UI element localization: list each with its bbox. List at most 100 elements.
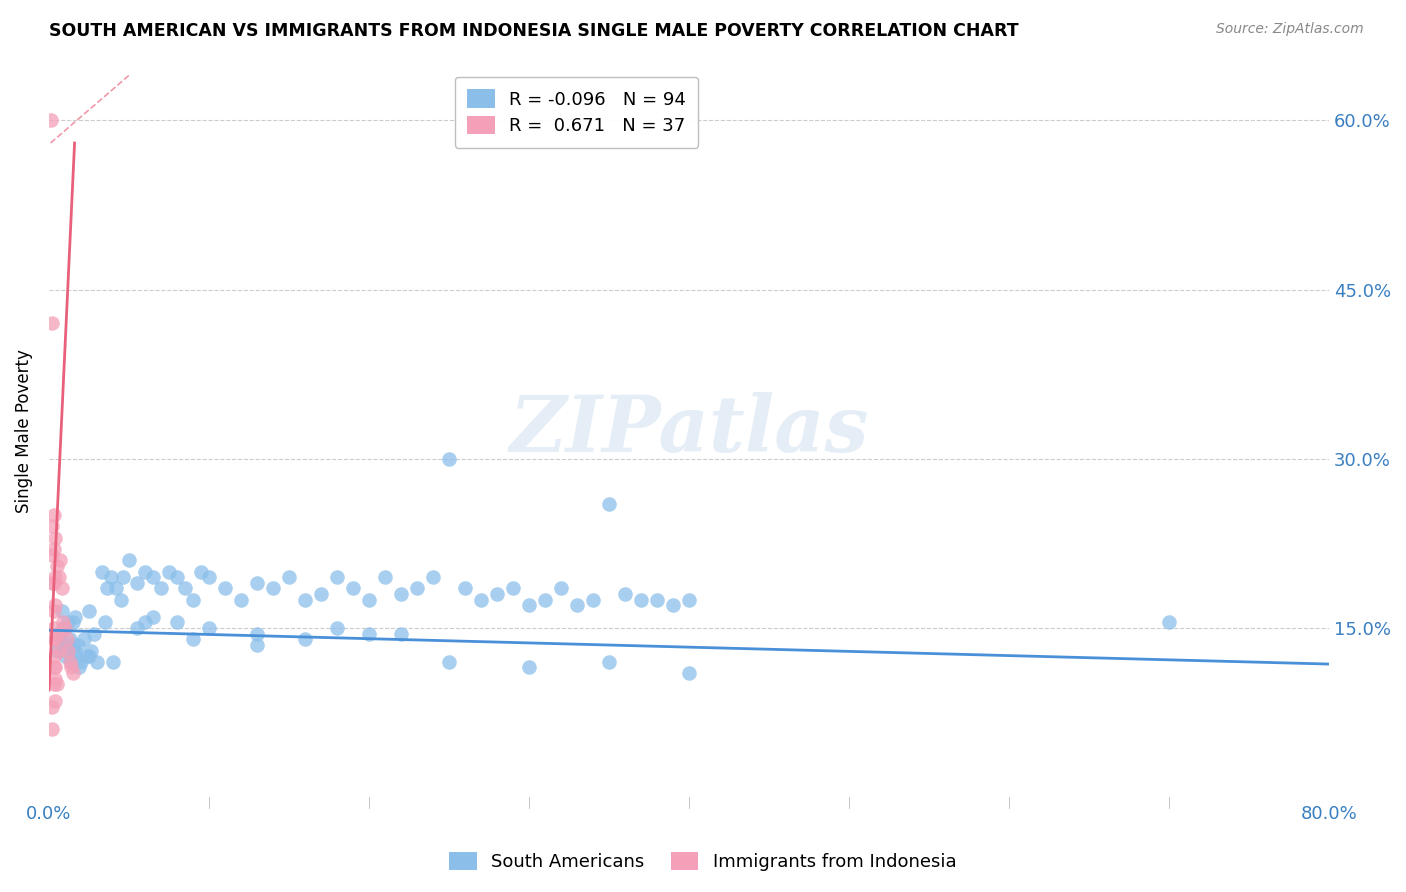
Point xyxy=(62,638,84,652)
Point xyxy=(517,660,540,674)
Point xyxy=(42,677,65,691)
Point xyxy=(246,626,269,640)
Point xyxy=(67,660,90,674)
Point xyxy=(110,592,132,607)
Point xyxy=(70,655,93,669)
Point xyxy=(44,660,66,674)
Point xyxy=(62,615,84,630)
Point xyxy=(174,582,197,596)
Point xyxy=(437,451,460,466)
Point xyxy=(42,508,65,523)
Point xyxy=(62,666,84,681)
Point xyxy=(77,604,100,618)
Point xyxy=(662,599,685,613)
Point xyxy=(41,317,63,331)
Point xyxy=(41,575,63,590)
Point xyxy=(48,626,70,640)
Point xyxy=(134,565,156,579)
Point xyxy=(51,582,73,596)
Point xyxy=(48,643,70,657)
Point xyxy=(454,582,477,596)
Point xyxy=(56,643,79,657)
Point xyxy=(534,592,557,607)
Point xyxy=(53,621,76,635)
Point xyxy=(44,672,66,686)
Text: ZIPatlas: ZIPatlas xyxy=(509,392,869,469)
Point xyxy=(48,570,70,584)
Point xyxy=(357,592,380,607)
Point xyxy=(53,649,76,664)
Point xyxy=(125,575,148,590)
Point xyxy=(42,541,65,556)
Point xyxy=(59,655,82,669)
Point xyxy=(142,609,165,624)
Point xyxy=(678,666,700,681)
Point xyxy=(166,570,188,584)
Point xyxy=(46,558,69,573)
Legend: South Americans, Immigrants from Indonesia: South Americans, Immigrants from Indones… xyxy=(443,845,963,879)
Point xyxy=(142,570,165,584)
Point xyxy=(56,615,79,630)
Point xyxy=(166,615,188,630)
Point xyxy=(357,626,380,640)
Point xyxy=(96,582,118,596)
Point xyxy=(389,626,412,640)
Point xyxy=(125,621,148,635)
Point xyxy=(42,621,65,635)
Point xyxy=(44,599,66,613)
Point xyxy=(63,643,86,657)
Point xyxy=(246,575,269,590)
Point xyxy=(598,655,620,669)
Point xyxy=(46,626,69,640)
Point xyxy=(582,592,605,607)
Point xyxy=(42,575,65,590)
Point xyxy=(229,592,252,607)
Point xyxy=(60,655,83,669)
Point xyxy=(614,587,637,601)
Point xyxy=(49,632,72,647)
Point xyxy=(101,655,124,669)
Point xyxy=(90,565,112,579)
Point xyxy=(294,592,316,607)
Point xyxy=(42,604,65,618)
Point xyxy=(246,638,269,652)
Y-axis label: Single Male Poverty: Single Male Poverty xyxy=(15,349,32,513)
Point xyxy=(517,599,540,613)
Point xyxy=(645,592,668,607)
Point xyxy=(342,582,364,596)
Point xyxy=(46,643,69,657)
Point xyxy=(111,570,134,584)
Point xyxy=(49,553,72,567)
Point xyxy=(79,643,101,657)
Text: SOUTH AMERICAN VS IMMIGRANTS FROM INDONESIA SINGLE MALE POVERTY CORRELATION CHAR: SOUTH AMERICAN VS IMMIGRANTS FROM INDONE… xyxy=(49,22,1019,40)
Point xyxy=(294,632,316,647)
Point xyxy=(149,582,172,596)
Point xyxy=(77,649,100,664)
Point xyxy=(55,632,77,647)
Point xyxy=(598,497,620,511)
Point xyxy=(485,587,508,601)
Point xyxy=(94,615,117,630)
Point xyxy=(190,565,212,579)
Point xyxy=(198,570,221,584)
Point xyxy=(76,649,98,664)
Point xyxy=(278,570,301,584)
Point xyxy=(157,565,180,579)
Point xyxy=(51,638,73,652)
Point xyxy=(437,655,460,669)
Text: Source: ZipAtlas.com: Source: ZipAtlas.com xyxy=(1216,22,1364,37)
Point xyxy=(51,604,73,618)
Point xyxy=(66,638,89,652)
Point xyxy=(181,632,204,647)
Point xyxy=(422,570,444,584)
Point xyxy=(42,632,65,647)
Point xyxy=(52,615,75,630)
Point xyxy=(56,638,79,652)
Point xyxy=(41,519,63,533)
Point xyxy=(60,660,83,674)
Point xyxy=(41,723,63,737)
Point xyxy=(86,655,108,669)
Point xyxy=(309,587,332,601)
Point xyxy=(118,553,141,567)
Point xyxy=(41,700,63,714)
